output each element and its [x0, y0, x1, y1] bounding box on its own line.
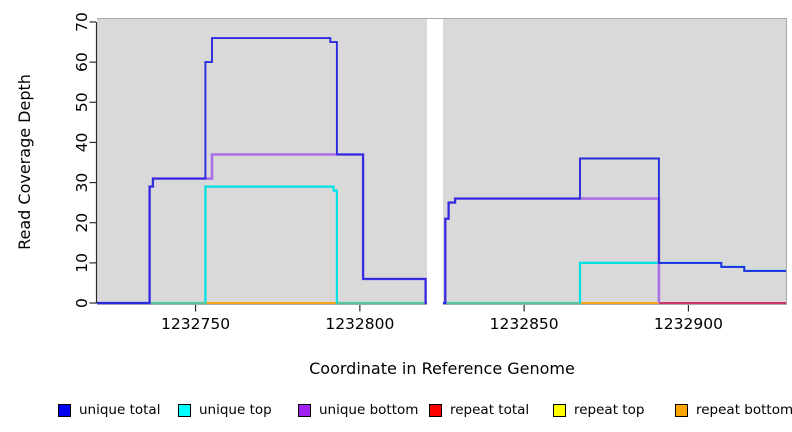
- y-tick-label: 0: [73, 298, 91, 308]
- x-tick-label: 1232900: [654, 315, 723, 333]
- legend-item-unique-top: unique top: [178, 398, 272, 422]
- legend-label: repeat top: [574, 402, 645, 418]
- legend: unique total unique top unique bottom repea…: [0, 398, 792, 428]
- legend-item-unique-total: unique total: [58, 398, 160, 422]
- legend-swatch-unique-bottom: [298, 403, 311, 417]
- y-tick-label: 50: [73, 92, 91, 112]
- legend-swatch-repeat-top: [553, 403, 566, 417]
- legend-swatch-unique-top: [178, 403, 191, 417]
- legend-swatch-repeat-bottom: [675, 403, 688, 417]
- legend-item-repeat-top: repeat top: [553, 398, 644, 422]
- x-tick-label: 1232800: [325, 315, 394, 333]
- legend-swatch-unique-total: [58, 403, 71, 417]
- y-tick-label: 30: [73, 173, 91, 193]
- legend-label: repeat total: [450, 402, 530, 418]
- x-tick-label: 1232750: [161, 315, 230, 333]
- x-axis-title: Coordinate in Reference Genome: [309, 359, 575, 378]
- legend-item-repeat-total: repeat total: [429, 398, 529, 422]
- y-tick-label: 70: [73, 12, 91, 32]
- y-tick-label: 40: [73, 133, 91, 153]
- legend-item-repeat-bottom: repeat bottom: [675, 398, 792, 422]
- y-axis-title: Read Coverage Depth: [15, 74, 34, 250]
- y-tick-label: 10: [73, 253, 91, 273]
- series-line-unique-total: [97, 37, 787, 304]
- no-data-gap-band: [426, 19, 443, 309]
- legend-label: unique total: [79, 402, 161, 418]
- legend-label: unique top: [199, 402, 272, 418]
- x-tick-label: 1232850: [490, 315, 559, 333]
- legend-label: repeat bottom: [696, 402, 792, 418]
- legend-item-unique-bottom: unique bottom: [298, 398, 418, 422]
- y-tick-label: 20: [73, 213, 91, 233]
- legend-swatch-repeat-total: [429, 403, 442, 417]
- legend-label: unique bottom: [319, 402, 419, 418]
- y-tick-label: 60: [73, 52, 91, 72]
